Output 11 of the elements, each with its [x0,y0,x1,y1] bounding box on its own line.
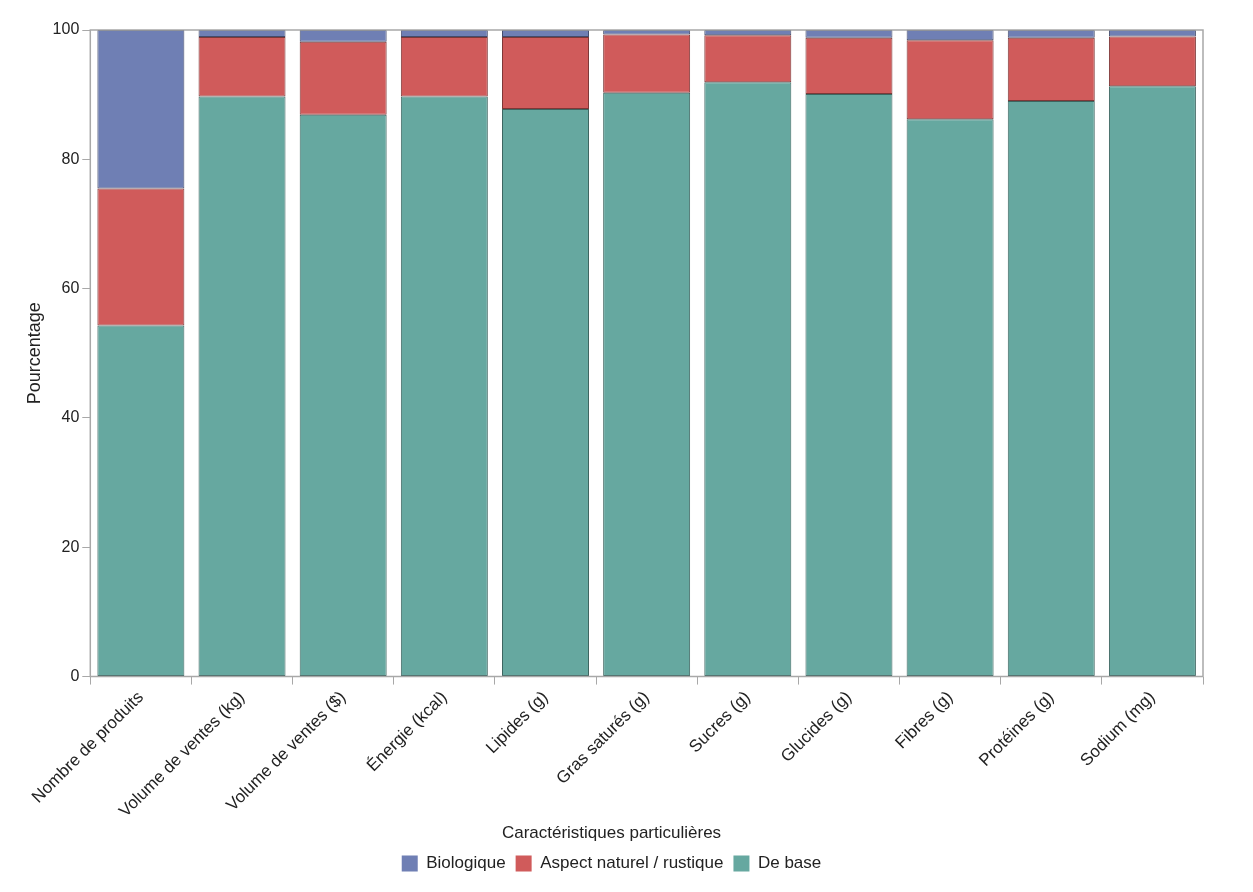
y-tick-label: 100 [52,20,80,38]
y-tick-label: 20 [61,537,80,555]
legend-title: Caractéristiques particulières [501,822,722,842]
y-tick-label: 0 [70,666,80,684]
legend-label: Biologique [426,853,506,873]
y-tick-label: 60 [61,279,80,297]
y-tick-label: 80 [61,149,80,167]
y-axis-title: Pourcentage [23,302,44,405]
y-tick-label: 40 [61,408,80,426]
legend-label: Aspect naturel / rustique [540,853,724,873]
legend-label: De base [757,853,822,873]
